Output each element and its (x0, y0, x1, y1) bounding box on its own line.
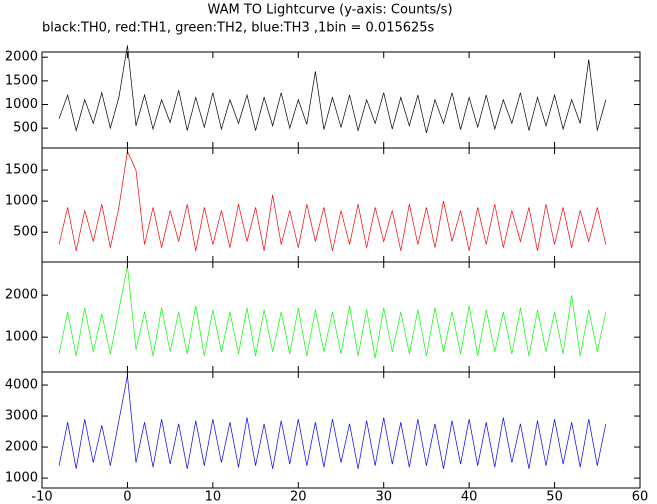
y-tick-label: 1000 (5, 330, 38, 345)
light-curve (58, 150, 607, 251)
y-tick-label: 2000 (5, 50, 38, 65)
x-tick-label: -10 (31, 490, 52, 504)
y-tick-label: 1000 (5, 471, 38, 486)
light-curve (58, 45, 607, 133)
panel-frame (41, 261, 641, 373)
y-tick-label: 1500 (5, 73, 38, 88)
x-tick-label: 50 (546, 490, 563, 504)
chart-subtitle: black:TH0, red:TH1, green:TH2, blue:TH3 … (42, 21, 435, 36)
y-tick-label: 1000 (5, 194, 38, 209)
chart-title: WAM TO Lightcurve (y-axis: Counts/s) (207, 3, 452, 18)
y-tick-label: 4000 (5, 378, 38, 393)
light-curve (58, 375, 607, 469)
x-tick-label: 10 (205, 490, 222, 504)
x-tick-label: 40 (461, 490, 478, 504)
y-tick-label: 1500 (5, 163, 38, 178)
x-tick-label: 20 (290, 490, 307, 504)
x-tick-label: 0 (123, 490, 131, 504)
x-tick-label: 60 (632, 490, 649, 504)
light-curve (58, 265, 607, 359)
panel-frame (41, 51, 641, 149)
panel-frame (41, 147, 641, 263)
x-tick-label: 30 (375, 490, 392, 504)
y-tick-label: 1000 (5, 97, 38, 112)
y-tick-label: 3000 (5, 409, 38, 424)
y-tick-label: 500 (13, 121, 38, 136)
panel-frame (41, 371, 641, 489)
y-tick-label: 2000 (5, 440, 38, 455)
y-tick-label: 500 (13, 225, 38, 240)
y-tick-label: 2000 (5, 288, 38, 303)
